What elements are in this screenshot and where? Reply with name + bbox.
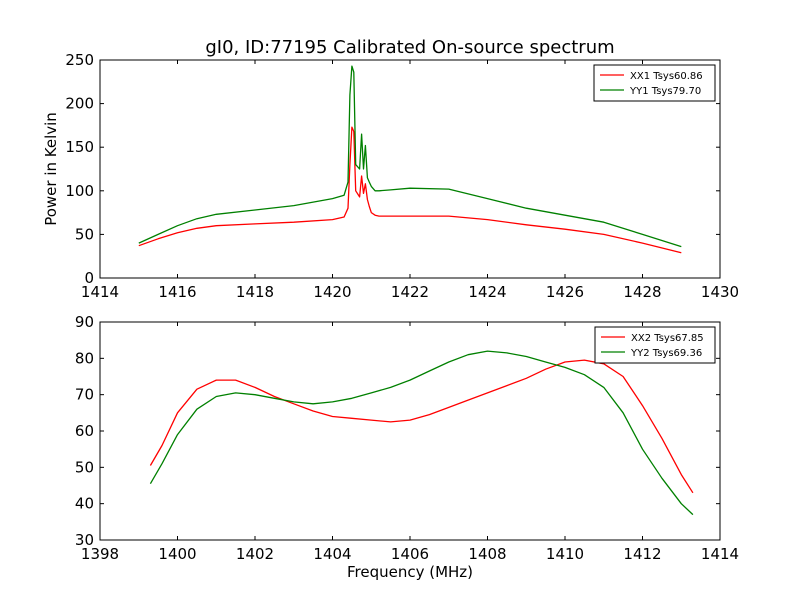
x-tick-label: 1398	[81, 545, 119, 563]
y-tick-label: 150	[65, 138, 94, 156]
y-tick-label: 100	[65, 182, 94, 200]
x-axis-label: Frequency (MHz)	[347, 563, 473, 581]
x-tick-label: 1412	[623, 545, 661, 563]
x-tick-label: 1414	[701, 545, 739, 563]
legend-label: XX1 Tsys60.86	[630, 71, 703, 82]
y-tick-label: 0	[84, 269, 94, 287]
legend-label: YY2 Tsys69.36	[630, 348, 702, 359]
x-tick-label: 1410	[546, 545, 584, 563]
x-tick-label: 1430	[701, 283, 739, 301]
x-tick-label: 1420	[313, 283, 351, 301]
legend-label: YY1 Tsys79.70	[629, 86, 701, 97]
y-tick-label: 90	[75, 313, 94, 331]
x-tick-label: 1418	[236, 283, 274, 301]
series-line-2	[138, 65, 682, 248]
legend-box	[594, 326, 716, 364]
y-tick-label: 250	[65, 51, 94, 69]
legend: XX1 Tsys60.86 YY1 Tsys79.70	[593, 64, 716, 102]
series-line-1	[149, 359, 694, 494]
y-tick-label: 50	[75, 458, 94, 476]
bottom-plot: 1398 1400 1402 1404 1406 1408 1410 1412 1414 30 40…	[75, 313, 739, 581]
x-tick-label: 1416	[158, 283, 196, 301]
y-tick-label: 70	[75, 386, 94, 404]
legend: XX2 Tsys67.85 YY2 Tsys69.36	[594, 326, 716, 364]
x-tick-label: 1402	[236, 545, 274, 563]
x-tick-label: 1422	[391, 283, 429, 301]
y-tick-label: 40	[75, 495, 94, 513]
x-tick-label: 1426	[546, 283, 584, 301]
y-tick-label: 80	[75, 349, 94, 367]
legend-label: XX2 Tsys67.85	[631, 333, 704, 344]
legend-box	[593, 64, 716, 102]
x-tick-label: 1428	[623, 283, 661, 301]
x-tick-label: 1400	[158, 545, 196, 563]
y-tick-label: 50	[75, 225, 94, 243]
x-tick-label: 1406	[391, 545, 429, 563]
top-plot: 1414 1416 1418 1420 1422 1424 1426 1428 1430 0 50 1…	[42, 51, 739, 301]
y-axis-label: Power in Kelvin	[42, 112, 60, 226]
series-line-2	[149, 350, 694, 516]
y-tick-label: 200	[65, 95, 94, 113]
series-line-1	[138, 126, 682, 254]
x-tick-label: 1414	[81, 283, 119, 301]
chart-title: gI0, ID:77195 Calibrated On-source spect…	[205, 37, 614, 58]
y-tick-label: 60	[75, 422, 94, 440]
x-tick-label: 1404	[313, 545, 351, 563]
y-tick-label: 30	[75, 531, 94, 549]
x-tick-label: 1424	[468, 283, 506, 301]
x-tick-label: 1408	[468, 545, 506, 563]
